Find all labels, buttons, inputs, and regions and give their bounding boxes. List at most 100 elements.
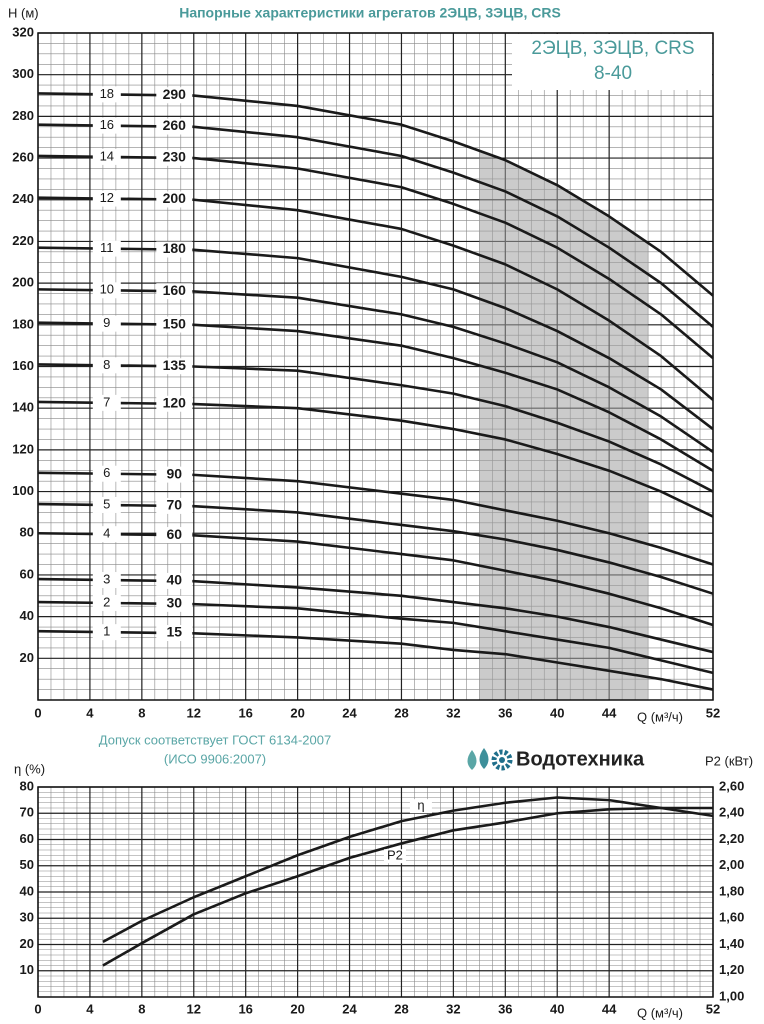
series-name: 18 <box>100 86 114 101</box>
series-name: η <box>417 798 424 813</box>
y-tick-label: 280 <box>12 108 34 123</box>
series-name: 9 <box>103 315 110 330</box>
series-name: 8 <box>103 357 110 372</box>
label-bg <box>156 595 193 612</box>
series-line <box>37 288 714 454</box>
label-bg <box>92 624 121 641</box>
label-bg <box>92 282 121 299</box>
x-tick-label: 32 <box>446 705 460 720</box>
x-tick-label: 32 <box>446 1001 460 1016</box>
y-tick-label: 260 <box>12 150 34 165</box>
label-bg <box>156 466 193 483</box>
y-tick-label: 60 <box>20 566 34 581</box>
x-tick-label: 52 <box>706 705 720 720</box>
series-line <box>37 400 714 518</box>
x-tick-label: 20 <box>290 705 304 720</box>
x-axis-label: Q (м³/ч) <box>637 1005 683 1020</box>
series-name: 12 <box>100 190 114 205</box>
x-tick-label: 24 <box>342 705 357 720</box>
label-bg <box>156 149 193 166</box>
y2-tick-label: 2,60 <box>719 778 744 793</box>
x-tick-label: 28 <box>394 705 408 720</box>
y-tick-label: 30 <box>20 910 34 925</box>
x-tick-label: 36 <box>498 705 512 720</box>
series-name: 1 <box>103 624 110 639</box>
series-name: 7 <box>103 394 110 409</box>
series-label: 200 <box>163 190 187 206</box>
label-bg <box>92 190 121 207</box>
y-tick-label: 140 <box>12 400 34 415</box>
series-label: 180 <box>163 240 187 256</box>
model-box <box>512 34 712 90</box>
label-bg <box>92 594 121 611</box>
y-tick-label: 220 <box>12 233 34 248</box>
series-name: 14 <box>100 148 114 163</box>
y-tick-label: 200 <box>12 275 34 290</box>
y-tick-label: 20 <box>20 650 34 665</box>
series-label: 150 <box>163 315 187 331</box>
label-bg <box>92 526 121 543</box>
y2-axis-label: P2 (кВт) <box>705 753 753 768</box>
series-name: 3 <box>103 571 110 586</box>
series-name: 4 <box>103 526 110 541</box>
y2-tick-label: 2,20 <box>719 831 744 846</box>
label-bg <box>156 625 193 642</box>
x-tick-label: 16 <box>238 1001 252 1016</box>
y-tick-label: 50 <box>20 857 34 872</box>
series-line <box>37 92 714 297</box>
logo-gear <box>499 757 505 763</box>
x-tick-label: 0 <box>34 705 41 720</box>
x-tick-label: 12 <box>187 705 201 720</box>
label-bg <box>156 283 193 300</box>
y-tick-label: 120 <box>12 441 34 456</box>
series-line <box>37 600 714 675</box>
y-tick-label: 20 <box>20 936 34 951</box>
series-label: 290 <box>163 86 187 102</box>
series-name: P2 <box>387 848 403 863</box>
series-label: 90 <box>167 465 183 481</box>
x-tick-label: 8 <box>138 705 145 720</box>
series-line <box>37 196 714 401</box>
y-tick-label: 80 <box>20 778 34 793</box>
x-tick-label: 4 <box>86 705 94 720</box>
x-tick-label: 28 <box>394 1001 408 1016</box>
y2-tick-label: 1,60 <box>719 910 744 925</box>
label-bg <box>156 191 193 208</box>
y-tick-label: 300 <box>12 66 34 81</box>
note: (ИСО 9906:2007) <box>164 751 266 766</box>
label-bg <box>92 315 121 332</box>
series-name: 6 <box>103 465 110 480</box>
series-name: 16 <box>100 117 114 132</box>
y-tick-label: 240 <box>12 191 34 206</box>
series-line <box>102 806 713 967</box>
series-line <box>37 471 714 566</box>
series-line <box>37 531 714 627</box>
label-bg <box>383 849 406 864</box>
logo-drop <box>467 750 477 770</box>
chart-title: Напорные характеристики агрегатов 2ЭЦВ, … <box>179 5 561 21</box>
label-bg <box>409 799 432 814</box>
x-tick-label: 4 <box>86 1001 94 1016</box>
y2-tick-label: 1,40 <box>719 936 744 951</box>
label-bg <box>156 572 193 589</box>
logo-gear <box>491 749 513 771</box>
series-name: 11 <box>100 240 114 255</box>
series-line <box>37 629 714 691</box>
brand: Водотехника <box>516 748 645 770</box>
label-bg <box>156 118 193 135</box>
label-bg <box>92 240 121 257</box>
series-label: 30 <box>167 595 183 611</box>
series-label: 230 <box>163 149 187 165</box>
frame <box>37 32 714 701</box>
x-tick-label: 24 <box>342 1001 357 1016</box>
model-box-title: 2ЭЦВ, 3ЭЦВ, CRS <box>531 38 694 59</box>
y2-tick-label: 1,80 <box>719 883 744 898</box>
x-tick-label: 40 <box>550 1001 564 1016</box>
series-line <box>37 246 714 431</box>
y-tick-label: 40 <box>20 883 34 898</box>
series-line <box>37 502 714 595</box>
y-tick-label: 40 <box>20 608 34 623</box>
